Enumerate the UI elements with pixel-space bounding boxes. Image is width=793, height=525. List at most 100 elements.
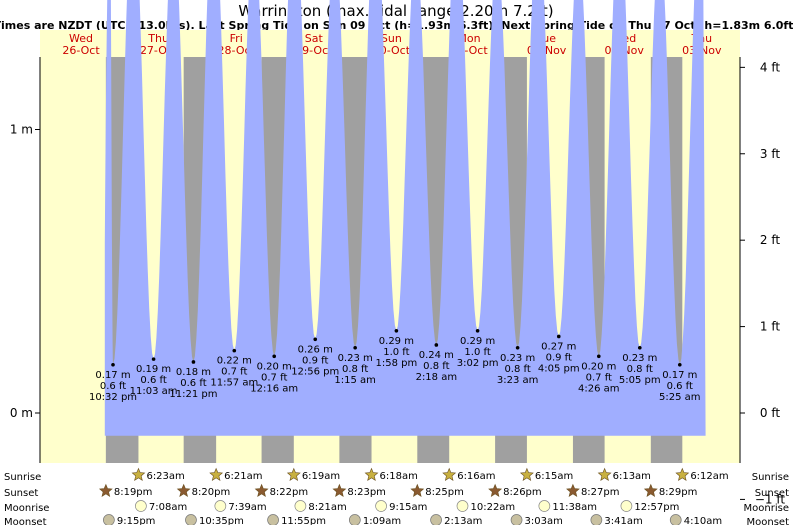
low-tide-time: 2:18 am <box>416 372 458 383</box>
day-label-dow: Sun <box>381 32 402 45</box>
moonset-icon <box>103 514 115 525</box>
sunset-time: 8:26pm <box>503 487 542 498</box>
low-tide-m: 0.29 m <box>379 336 414 347</box>
low-tide-ft: 0.8 ft <box>627 364 653 375</box>
low-tide-ft: 0.6 ft <box>100 381 126 392</box>
moonset-time: 3:03am <box>525 516 563 525</box>
low-tide-ft: 0.8 ft <box>342 364 368 375</box>
sunrise-time: 6:12am <box>690 471 728 482</box>
moonrise-icon <box>538 500 551 512</box>
low-tide-point <box>313 337 318 342</box>
moonrise-time: 8:21am <box>308 502 346 513</box>
tide-series <box>104 0 706 436</box>
low-tide-point <box>597 354 601 359</box>
sunset-icon <box>254 483 269 497</box>
low-tide-time: 4:05 pm <box>538 363 580 374</box>
low-tide-m: 0.23 m <box>338 353 373 364</box>
y-tick-label-ft: 0 ft <box>760 406 780 420</box>
sunset-icon <box>176 483 191 497</box>
moonrise-time: 10:22am <box>470 502 515 513</box>
low-tide-m: 0.27 m <box>541 341 576 352</box>
moonset-time: 11:55pm <box>281 516 326 525</box>
sunset-time: 8:22pm <box>270 487 309 498</box>
moonrise-time: 12:57pm <box>634 502 679 513</box>
low-tide-point <box>353 345 357 350</box>
moonset-time: 1:09am <box>363 516 401 525</box>
moonrise-icon <box>620 500 633 512</box>
low-tide-time: 11:57 am <box>210 378 258 389</box>
low-tide-point <box>677 363 682 367</box>
sunset-icon <box>488 483 503 497</box>
low-tide-point <box>151 357 156 361</box>
tide-area <box>104 0 706 436</box>
day-label-date: 26-Oct <box>62 44 100 57</box>
low-tide-time: 11:03 am <box>130 386 178 397</box>
y-tick-label-ft: 1 ft <box>760 320 780 334</box>
sunrise-time: 6:18am <box>380 471 418 482</box>
low-tide-ft: 1.0 ft <box>464 347 490 358</box>
low-tide-time: 10:32 pm <box>89 392 137 403</box>
sunrise-icon <box>131 467 146 481</box>
low-tide-m: 0.23 m <box>622 353 657 364</box>
row-label-left: Sunrise <box>4 472 41 483</box>
day-labels: Wed26-OctThu27-OctFri28-OctSat29-OctSun3… <box>62 32 722 57</box>
row-label-right: Moonset <box>747 517 790 525</box>
sunset-icon <box>332 483 347 497</box>
sunrise-icon <box>675 467 690 481</box>
moonset-time: 2:13am <box>444 516 482 525</box>
low-tide-point <box>191 360 196 364</box>
row-label-right: Moonrise <box>744 503 789 514</box>
low-tide-time: 12:16 am <box>250 383 298 394</box>
low-tide-ft: 0.7 ft <box>261 372 287 383</box>
sunset-icon <box>566 483 580 497</box>
low-tide-point <box>111 363 115 367</box>
moonset-icon <box>185 514 197 525</box>
moonrise-time: 9:15am <box>389 502 427 513</box>
day-label-dow: Thu <box>147 32 169 45</box>
low-tide-point <box>637 345 642 350</box>
low-tide-m: 0.29 m <box>460 336 495 347</box>
sunrise-icon <box>519 467 534 481</box>
sunset-time: 8:19pm <box>114 487 153 498</box>
row-label-right: Sunset <box>755 488 789 499</box>
low-tide-m: 0.20 m <box>581 361 616 372</box>
day-label-dow: Sat <box>305 32 324 45</box>
y-tick-label-ft: 3 ft <box>760 147 780 161</box>
low-tide-m: 0.22 m <box>217 356 252 367</box>
row-label-left: Moonrise <box>4 503 49 514</box>
sunrise-icon <box>597 467 612 481</box>
chart-subtitle: Times are NZDT (UTC +13.0hrs). Last Spri… <box>0 19 793 32</box>
axes: 0 m1 m2 m−1 ft0 ft1 ft2 ft3 ft4 ft5 ft6 … <box>10 57 785 506</box>
low-tide-m: 0.18 m <box>176 367 211 378</box>
sunrise-icon <box>442 467 457 481</box>
day-label-dow: Wed <box>69 32 93 45</box>
low-tide-m: 0.26 m <box>298 344 333 355</box>
low-tide-m: 0.20 m <box>257 361 292 372</box>
sunrise-icon <box>209 467 224 481</box>
row-label-left: Sunset <box>4 488 38 499</box>
moonset-icon <box>348 514 361 525</box>
moonrise-icon <box>375 500 387 512</box>
low-tide-ft: 1.0 ft <box>383 347 409 358</box>
low-tide-time: 5:25 am <box>659 392 701 403</box>
moonset-icon <box>430 514 442 525</box>
sunrise-icon <box>364 467 379 481</box>
sunrise-time: 6:15am <box>535 471 573 482</box>
moonrise-icon <box>214 500 227 512</box>
moonset-time: 4:10am <box>684 516 722 525</box>
low-tide-ft: 0.6 ft <box>140 375 166 386</box>
day-label-date: 28-Oct <box>218 44 256 57</box>
astro-rows: Sunrise Sunrise Sunset Sunset Moonrise Moonri… <box>4 467 790 525</box>
moonset-icon <box>510 514 523 525</box>
sunset-icon <box>98 483 113 497</box>
row-label-left: Moonset <box>4 517 47 525</box>
low-tide-m: 0.23 m <box>500 353 535 364</box>
low-tide-point <box>556 334 561 339</box>
low-tide-ft: 0.8 ft <box>423 361 449 372</box>
low-tide-time: 1:15 am <box>334 375 376 386</box>
y-tick-label-ft: 2 ft <box>760 233 780 247</box>
low-tide-m: 0.19 m <box>136 364 171 375</box>
sunset-icon <box>410 483 425 497</box>
low-tide-ft: 0.7 ft <box>586 372 612 383</box>
